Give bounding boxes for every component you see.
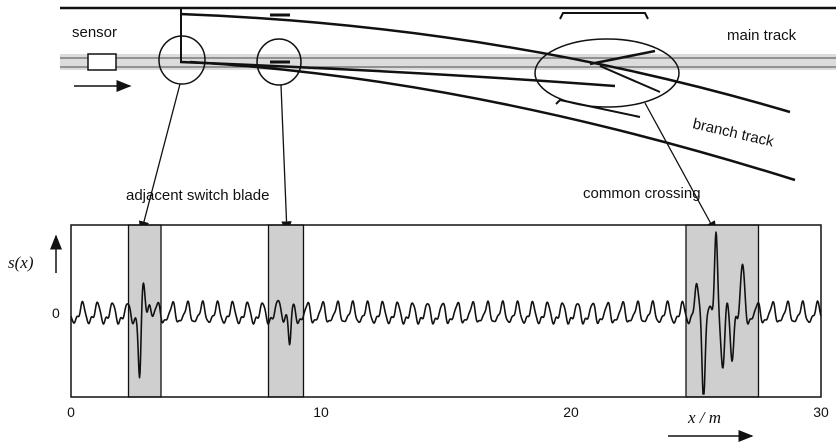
highlight-region-3 (685, 224, 760, 398)
branch-track-label: branch track (691, 115, 776, 150)
x-tick-label-20: 20 (563, 404, 579, 420)
callout-arrow-crossing (644, 102, 717, 235)
highlight-regions (127, 224, 760, 398)
check-rail-top (559, 12, 649, 20)
signal-chart: 0 10 20 30 0 s(x) x / m (8, 224, 829, 442)
switch-blade-circle-2 (256, 38, 302, 86)
branch-rail-upper (179, 12, 791, 114)
x-tick-labels: 0 10 20 30 (67, 404, 829, 420)
signal-line (70, 231, 822, 395)
callout-arrow-blade-1 (138, 83, 181, 235)
highlight-region-1 (127, 224, 162, 398)
common-crossing-label: common crossing (583, 185, 701, 202)
common-crossing-ellipse (534, 38, 680, 108)
y-axis-label: s(x) (8, 253, 34, 272)
sensor-label: sensor (72, 24, 117, 41)
branch-rail-lower (189, 60, 796, 182)
adjacent-switch-blade-label: adjacent switch blade (126, 187, 269, 204)
main-track-label: main track (727, 27, 797, 44)
turnout-schematic: sensor main track branch track adjacent … (60, 6, 836, 235)
x-tick-label-10: 10 (313, 404, 329, 420)
crossing-wing (599, 65, 661, 93)
check-rail-bottom (555, 98, 641, 118)
plot-frame (70, 224, 822, 398)
x-tick-label-0: 0 (67, 404, 75, 420)
x-tick-label-30: 30 (813, 404, 829, 420)
sensor-box (87, 53, 117, 71)
y-tick-label-0: 0 (52, 305, 60, 321)
x-axis-label: x / m (687, 408, 721, 427)
highlight-region-2 (267, 224, 305, 398)
branch-rail-middle (179, 60, 616, 88)
switch-blade-circle-1 (158, 35, 206, 85)
callout-arrow-blade-2 (280, 84, 292, 235)
crossing-nose (589, 49, 656, 66)
